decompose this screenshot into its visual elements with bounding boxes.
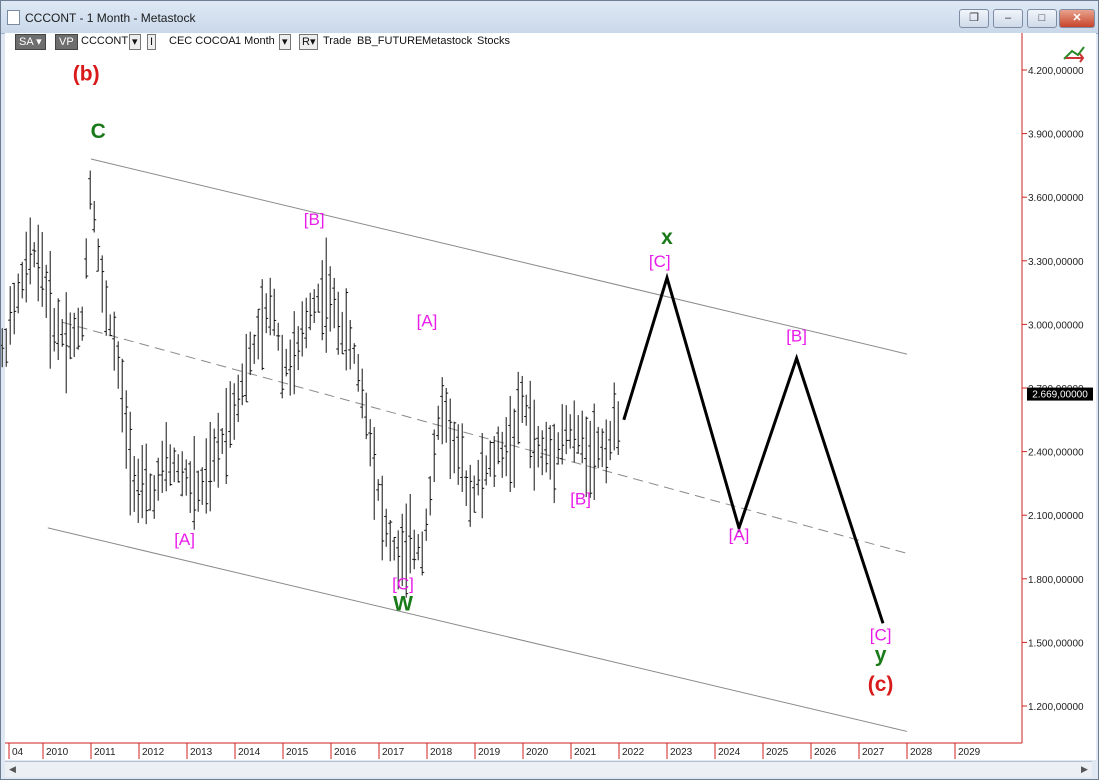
- wave-label: W: [393, 593, 413, 616]
- date-tick-label: 2018: [430, 747, 453, 758]
- wave-label: x: [661, 226, 673, 249]
- date-tick-label: 2023: [670, 747, 693, 758]
- chart-document-icon: [7, 10, 20, 25]
- date-tick-label: 2026: [814, 747, 837, 758]
- scroll-left-icon[interactable]: ◀: [9, 764, 16, 774]
- date-tick-label: 2019: [478, 747, 501, 758]
- price-tick-label: 1.200,00000: [1028, 702, 1084, 713]
- trade-label: Trade: [323, 35, 352, 47]
- channel-midline: [62, 321, 908, 554]
- date-tick-label: 2025: [766, 747, 789, 758]
- date-tick-label: 2013: [190, 747, 213, 758]
- period-label: 1 Month: [235, 35, 275, 47]
- period-dropdown-icon[interactable]: ▾: [279, 34, 291, 50]
- date-tick-label: 2022: [622, 747, 645, 758]
- stocks-label: Stocks: [477, 35, 511, 47]
- restore-toolbar-button[interactable]: ❐: [959, 9, 989, 28]
- title-bar[interactable]: CCCONT - 1 Month - Metastock ❐ – □ ✕: [1, 1, 1098, 34]
- price-tick-label: 1.500,00000: [1028, 638, 1084, 649]
- wave-label: [B]: [570, 490, 591, 509]
- price-tick-label: 2.100,00000: [1028, 511, 1084, 522]
- forecast-path: [622, 272, 885, 624]
- price-bars: [1, 170, 621, 598]
- date-tick-label: 2017: [382, 747, 405, 758]
- wave-label: (c): [868, 673, 894, 696]
- date-tick-label: 2029: [958, 747, 981, 758]
- last-price-label: 2.669,00000: [1032, 390, 1088, 401]
- symbol-label: CCCONT: [81, 35, 129, 47]
- wave-label: [B]: [786, 326, 807, 345]
- wave-label: (b): [73, 63, 100, 86]
- r-dropdown[interactable]: R▾: [299, 34, 319, 50]
- forecast-line: [622, 272, 885, 624]
- price-tick-label: 2.400,00000: [1028, 448, 1084, 459]
- wave-label: [C]: [870, 625, 892, 644]
- window-title: CCCONT - 1 Month - Metastock: [25, 11, 196, 25]
- date-tick-label: 2016: [334, 747, 357, 758]
- wave-label: [B]: [304, 210, 325, 229]
- wave-label: [C]: [649, 252, 671, 271]
- channel-boundary: [90, 158, 908, 355]
- price-tick-label: 1.800,00000: [1028, 575, 1084, 586]
- bb-future-label: BB_FUTURE: [357, 35, 423, 47]
- trend-channel-lines: [47, 158, 908, 732]
- price-tick-label: 3.600,00000: [1028, 193, 1084, 204]
- maximize-button[interactable]: □: [1027, 9, 1057, 28]
- price-axis-ticks: 4.200,00000 3.900,00000 3.600,00000 3.300,0…: [1022, 66, 1084, 713]
- i-button[interactable]: I: [147, 34, 157, 50]
- horizontal-scrollbar[interactable]: ◀ ▶: [5, 761, 1092, 777]
- plot-area: [5, 33, 1022, 743]
- date-axis-area: [5, 743, 1096, 760]
- wave-label: C: [91, 120, 106, 143]
- symbol-dropdown-icon[interactable]: ▾: [129, 34, 141, 50]
- metastock-label: Metastock: [422, 35, 473, 47]
- wave-labels: (b)C[B][A][A][C]W[B]x[C][A][B][C]y(c): [73, 63, 894, 697]
- vp-button[interactable]: VP: [55, 34, 78, 50]
- date-axis-ticks: 04 2010 2011 2012 2013 2014 2015 2016 2017 2018 20…: [8, 743, 981, 759]
- security-name: CEC COCOA: [169, 35, 236, 47]
- wave-label: [A]: [174, 530, 195, 549]
- date-tick-label: 2012: [142, 747, 165, 758]
- date-tick-label: 2024: [718, 747, 741, 758]
- date-tick-label: 2021: [574, 747, 597, 758]
- price-tick-label: 3.900,00000: [1028, 130, 1084, 141]
- date-tick-label: 2027: [862, 747, 885, 758]
- date-tick-label: 2011: [94, 747, 116, 758]
- wave-label: [A]: [417, 312, 438, 331]
- price-tick-label: 3.300,00000: [1028, 257, 1084, 268]
- close-button[interactable]: ✕: [1059, 9, 1095, 28]
- date-tick-label: 04: [12, 747, 24, 758]
- wave-label: [C]: [392, 574, 414, 593]
- wave-label: y: [875, 643, 887, 666]
- last-price-marker: 2.669,00000: [1027, 387, 1093, 401]
- scroll-right-icon[interactable]: ▶: [1081, 764, 1088, 774]
- date-tick-label: 2014: [238, 747, 261, 758]
- date-tick-label: 2020: [526, 747, 549, 758]
- wave-label: [A]: [729, 526, 750, 545]
- date-tick-label: 2028: [910, 747, 933, 758]
- price-tick-label: 3.000,00000: [1028, 320, 1084, 331]
- date-tick-label: 2010: [46, 747, 69, 758]
- channel-boundary: [47, 527, 908, 732]
- sa-dropdown[interactable]: SA ▾: [15, 34, 46, 50]
- price-tick-label: 4.200,00000: [1028, 66, 1084, 77]
- chart-settings-icon[interactable]: [1063, 46, 1085, 63]
- minimize-button[interactable]: –: [993, 9, 1023, 28]
- date-tick-label: 2015: [286, 747, 309, 758]
